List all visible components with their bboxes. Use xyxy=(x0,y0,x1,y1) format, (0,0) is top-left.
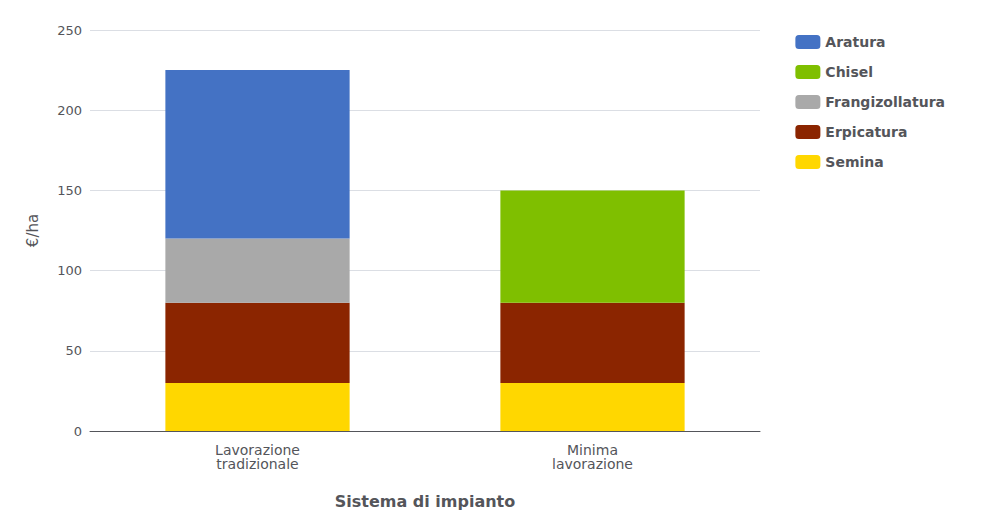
svg-text:€/ha: €/ha xyxy=(24,214,42,247)
svg-text:lavorazione: lavorazione xyxy=(552,456,633,472)
svg-text:Chisel: Chisel xyxy=(825,64,873,80)
svg-text:Erpicatura: Erpicatura xyxy=(825,124,907,140)
svg-text:Frangizollatura: Frangizollatura xyxy=(825,94,945,110)
svg-text:200: 200 xyxy=(57,103,82,118)
svg-text:tradizionale: tradizionale xyxy=(216,456,298,472)
svg-text:150: 150 xyxy=(57,183,82,198)
svg-text:Lavorazione: Lavorazione xyxy=(215,442,300,458)
svg-text:50: 50 xyxy=(65,343,82,358)
svg-text:250: 250 xyxy=(57,23,82,38)
svg-text:100: 100 xyxy=(57,263,82,278)
svg-text:Semina: Semina xyxy=(825,154,883,170)
svg-text:Aratura: Aratura xyxy=(825,34,885,50)
svg-text:0: 0 xyxy=(74,424,82,439)
svg-text:Sistema di impianto: Sistema di impianto xyxy=(335,492,516,511)
svg-text:Minima: Minima xyxy=(567,442,618,458)
